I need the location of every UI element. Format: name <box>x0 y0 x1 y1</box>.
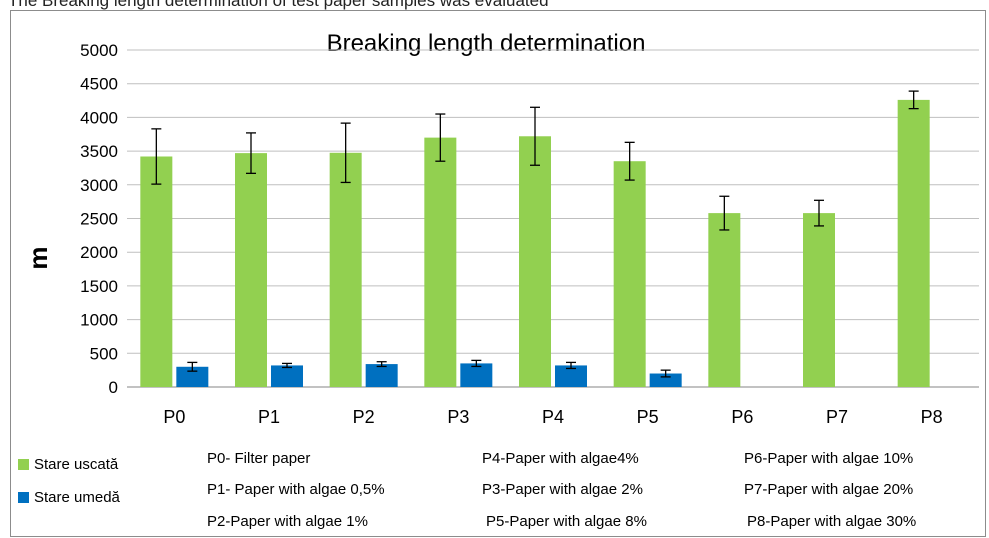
y-axis-ticks: 0 500 1000 1500 2000 2500 3000 3500 4000 4500 5000 <box>80 41 118 397</box>
y-axis-label: m <box>23 246 53 269</box>
x-tick-label-p1: P1 <box>258 407 280 427</box>
error-bar-wet-p3 <box>471 359 482 368</box>
bar-dry-p1 <box>235 153 267 387</box>
note-p7: P7-Paper with algae 20% <box>744 481 914 498</box>
bar-dry-p0 <box>140 156 173 387</box>
error-bar-wet-p5 <box>660 369 671 378</box>
x-tick-label-p6: P6 <box>731 407 753 427</box>
x-tick-label-p7: P7 <box>826 407 848 427</box>
x-tick-label-p8: P8 <box>921 407 943 427</box>
y-tick-label: 500 <box>90 344 118 363</box>
bar-dry-p2 <box>329 152 362 387</box>
error-bar-dry-p4 <box>530 106 540 166</box>
bar-dry-p8 <box>897 99 930 387</box>
error-bar-dry-p1 <box>246 132 256 174</box>
bar-dry-p6 <box>708 213 741 387</box>
bar-wet-p2 <box>365 364 398 387</box>
cropped-caption-strip: The Breaking length determination of tes… <box>0 0 989 12</box>
bar-wet-p0 <box>176 366 209 387</box>
error-bar-dry-p5 <box>624 141 635 181</box>
x-axis-ticks: P0 P1 P2 P3 P4 P5 P6 P7 P8 <box>163 407 942 427</box>
legend-label-wet: Stare umedă <box>34 489 120 506</box>
y-tick-label: 2500 <box>80 210 118 229</box>
note-p8: P8-Paper with algae 30% <box>747 513 917 530</box>
cropped-caption-text: The Breaking length determination of tes… <box>8 0 549 10</box>
error-bars <box>151 90 919 378</box>
note-p3: P3-Paper with algae 2% <box>482 481 643 498</box>
error-bar-dry-p6 <box>719 195 730 231</box>
y-tick-label: 4500 <box>80 75 118 94</box>
chart-frame <box>10 10 986 537</box>
legend-swatch-dry <box>18 459 29 470</box>
y-tick-label: 1000 <box>80 311 118 330</box>
bar-wet-p3 <box>460 363 493 387</box>
note-p2: P2-Paper with algae 1% <box>207 513 368 530</box>
error-bar-dry-p8 <box>908 90 919 110</box>
x-tick-label-p0: P0 <box>163 407 185 427</box>
error-bar-wet-p2 <box>376 361 387 368</box>
bar-dry-p5 <box>613 161 646 387</box>
note-p1: P1- Paper with algae 0,5% <box>207 481 385 498</box>
legend-label-dry: Stare uscată <box>34 456 119 473</box>
note-p6: P6-Paper with algae 10% <box>744 450 914 467</box>
error-bar-wet-p4 <box>566 361 576 370</box>
x-tick-label-p3: P3 <box>447 407 469 427</box>
bar-dry-p3 <box>424 137 457 387</box>
error-bar-wet-p0 <box>187 361 198 372</box>
error-bar-wet-p1 <box>282 362 292 369</box>
y-tick-label: 1500 <box>80 277 118 296</box>
error-bar-dry-p0 <box>151 128 162 185</box>
bar-dry-p4 <box>519 136 551 387</box>
bar-wet-p1 <box>271 365 303 387</box>
y-tick-label: 3500 <box>80 142 118 161</box>
y-tick-label: 0 <box>109 378 118 397</box>
legend-swatch-wet <box>18 492 29 503</box>
x-tick-label-p4: P4 <box>542 407 564 427</box>
bar-dry-p7 <box>803 213 835 387</box>
legend-item-dry: Stare uscată <box>18 456 118 473</box>
note-p0: P0- Filter paper <box>207 450 311 467</box>
bars <box>140 99 930 387</box>
error-bar-dry-p3 <box>435 113 446 162</box>
y-tick-label: 3000 <box>80 176 118 195</box>
bar-wet-p5 <box>649 373 682 387</box>
y-tick-label: 4000 <box>80 108 118 127</box>
bar-wet-p4 <box>555 365 587 387</box>
y-tick-label: 2000 <box>80 243 118 262</box>
x-tick-label-p5: P5 <box>637 407 659 427</box>
x-tick-label-p2: P2 <box>353 407 375 427</box>
error-bar-dry-p7 <box>814 199 824 227</box>
gridlines <box>127 49 979 388</box>
note-p4: P4-Paper with algae4% <box>482 450 639 467</box>
note-p5: P5-Paper with algae 8% <box>486 513 647 530</box>
y-tick-label: 5000 <box>80 41 118 60</box>
chart-title: Breaking length determination <box>327 30 646 57</box>
legend-item-wet: Stare umedă <box>18 489 120 506</box>
error-bar-dry-p2 <box>340 122 351 184</box>
